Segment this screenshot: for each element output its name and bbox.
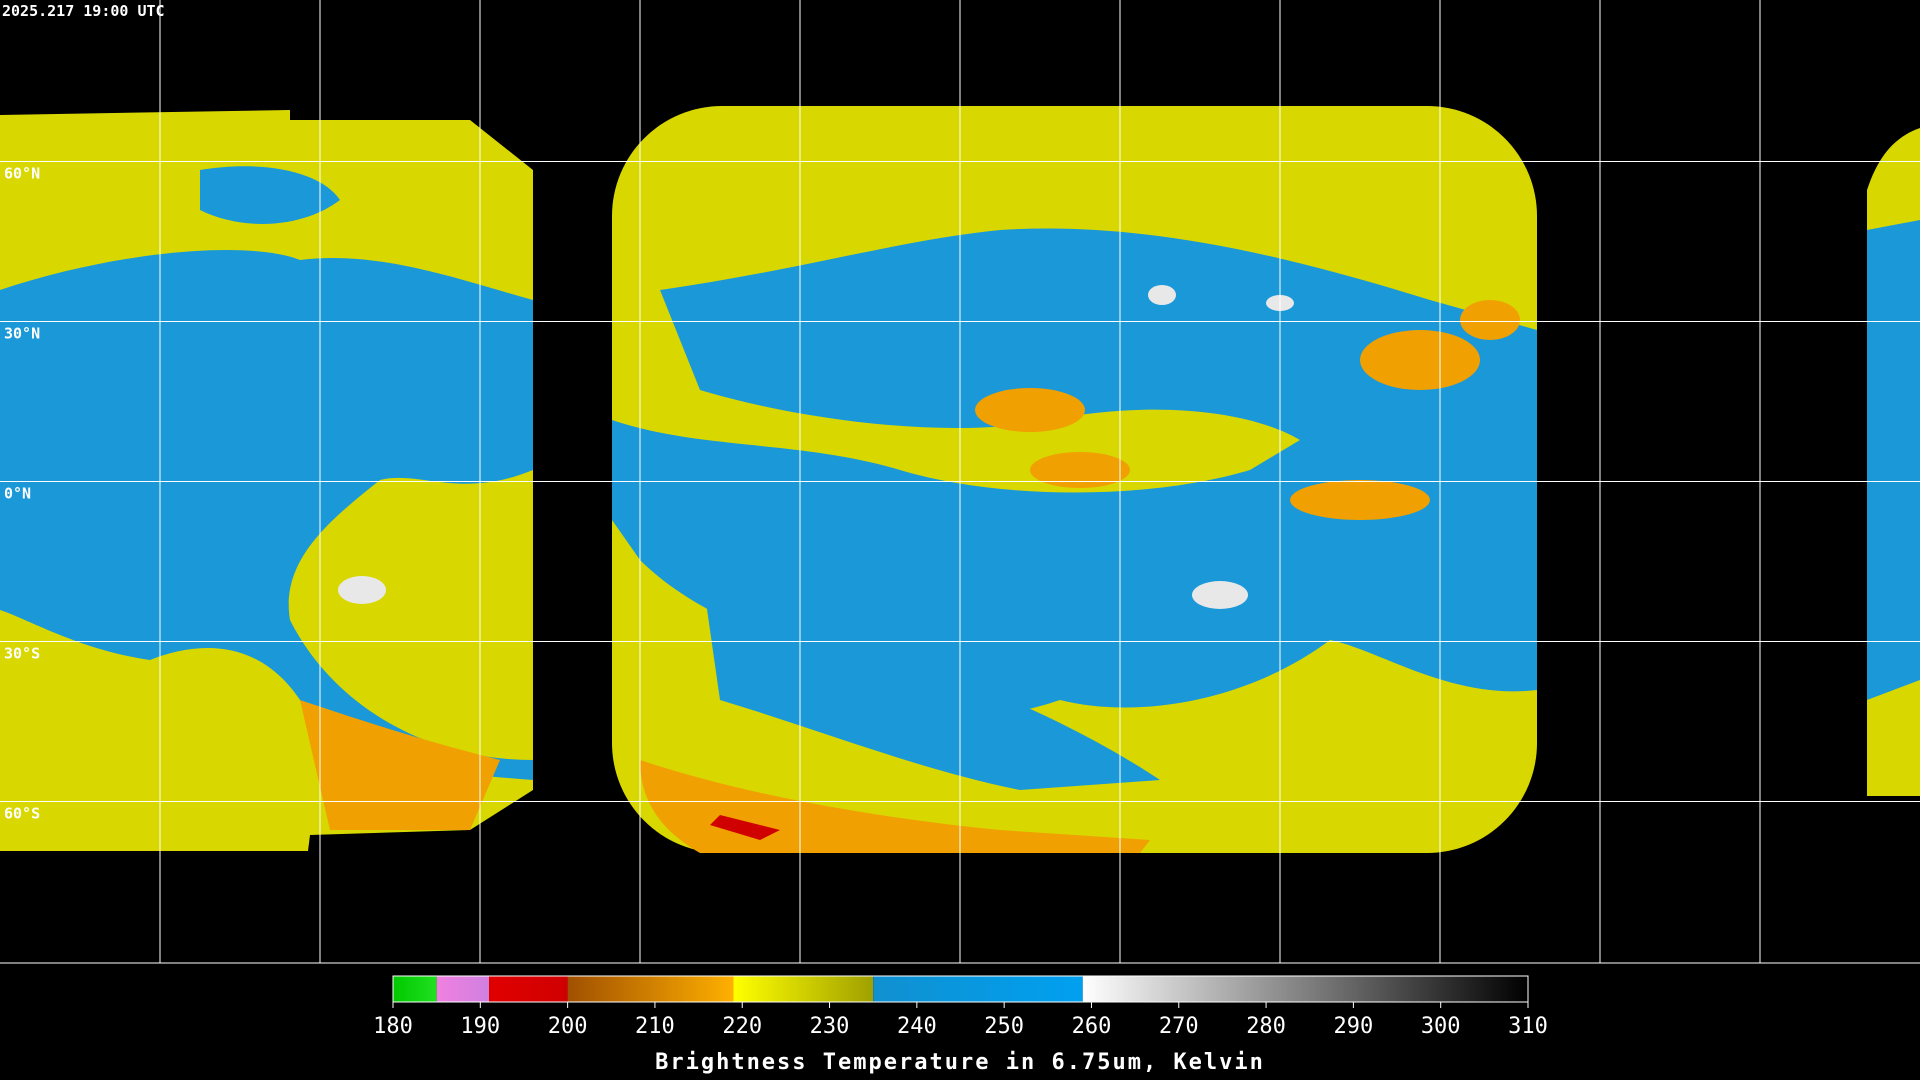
- convection: [975, 300, 1520, 520]
- colorbar-tick-label: 240: [897, 1014, 937, 1039]
- imagery-region: [710, 815, 780, 840]
- colorbar-tick-label: 300: [1421, 1014, 1461, 1039]
- latitude-label: 30°S: [4, 645, 40, 663]
- latitude-label: 30°N: [4, 325, 40, 343]
- latitude-label: 60°N: [4, 165, 40, 183]
- colorbar-tick-label: 250: [984, 1014, 1024, 1039]
- imagery-region: [200, 166, 340, 224]
- colorbar-segment: [393, 976, 437, 1002]
- colorbar-tick-label: 260: [1072, 1014, 1112, 1039]
- colorbar-tick-label: 310: [1508, 1014, 1548, 1039]
- imagery-region: [300, 700, 500, 830]
- colorbar-segment: [436, 976, 490, 1002]
- cold-dry-spot: [1192, 581, 1248, 609]
- colorbar-segment: [733, 976, 874, 1002]
- colorbar-segment: [489, 976, 568, 1002]
- timestamp: 2025.217 19:00 UTC: [2, 2, 165, 20]
- colorbar-segment: [1082, 976, 1528, 1002]
- colorbar-tick-label: 230: [810, 1014, 850, 1039]
- cold-dry-spot: [338, 576, 386, 604]
- imagery: [0, 106, 1920, 853]
- cold-dry-spot: [1148, 285, 1176, 305]
- colorbar-frame: [392, 975, 1529, 1003]
- colorbar-title: Brightness Temperature in 6.75um, Kelvin: [655, 1050, 1265, 1075]
- colorbar-tick-label: 180: [373, 1014, 413, 1039]
- imagery-region: [612, 228, 1537, 714]
- colorbar-segment: [873, 976, 1083, 1002]
- imagery-region: [700, 560, 1160, 790]
- colorbar-tick-label: 190: [460, 1014, 500, 1039]
- latitude-label: 60°S: [4, 805, 40, 823]
- colorbar-tick-label: 220: [722, 1014, 762, 1039]
- colorbar-tick-label: 200: [548, 1014, 588, 1039]
- colorbar-tick-label: 210: [635, 1014, 675, 1039]
- colorbar-tick-label: 270: [1159, 1014, 1199, 1039]
- imagery-region: [0, 250, 533, 780]
- colorbar-tick-label: 290: [1334, 1014, 1374, 1039]
- graticule: [0, 0, 1920, 964]
- colorbar-tick-label: 280: [1246, 1014, 1286, 1039]
- imagery-region: [1867, 220, 1920, 700]
- latitude-label: 0°N: [4, 485, 31, 503]
- colorbar-segment: [567, 976, 734, 1002]
- colorbar: 180 190 200 210 220 230 240 250 260 270 280 290 300 3…: [373, 975, 1548, 1039]
